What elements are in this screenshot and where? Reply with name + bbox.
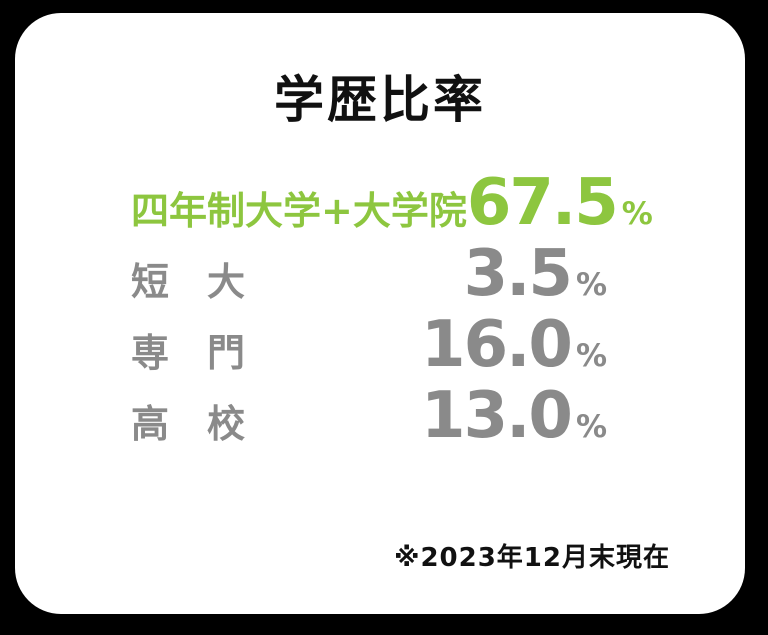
stat-row-university: 四年制大学+大学院 67.5% (131, 171, 653, 242)
stat-value-group-vocational: 16.0% (421, 313, 607, 377)
stats-card: 学歴比率 四年制大学+大学院 67.5% 短 大 3.5% 専 門 16.0% … (15, 13, 745, 614)
footnote-date: ※2023年12月末現在 (394, 543, 670, 573)
stat-unit-high-school: % (575, 409, 607, 445)
stat-value-group-high-school: 13.0% (421, 384, 607, 448)
stat-value-junior-college: 3.5 (463, 237, 573, 311)
stat-unit-junior-college: % (575, 267, 607, 303)
stat-value-group-junior-college: 3.5% (464, 242, 607, 306)
stats-list: 四年制大学+大学院 67.5% 短 大 3.5% 専 門 16.0% 高 校 1… (15, 171, 745, 455)
stat-label-vocational: 専 門 (131, 331, 246, 375)
stat-value-vocational: 16.0 (421, 308, 573, 382)
stat-row-vocational: 専 門 16.0% (131, 313, 607, 384)
stat-row-high-school: 高 校 13.0% (131, 384, 607, 455)
stat-row-junior-college: 短 大 3.5% (131, 242, 607, 313)
stat-label-high-school: 高 校 (131, 402, 246, 446)
page-title: 学歴比率 (274, 71, 486, 129)
stat-unit-vocational: % (575, 338, 607, 374)
stat-value-group-university: 67.5% (467, 171, 653, 235)
stat-label-university: 四年制大学+大学院 (131, 189, 467, 233)
stat-value-university: 67.5 (466, 166, 619, 240)
stat-unit-university: % (621, 196, 653, 232)
stat-label-junior-college: 短 大 (131, 260, 246, 304)
stat-value-high-school: 13.0 (421, 379, 573, 453)
